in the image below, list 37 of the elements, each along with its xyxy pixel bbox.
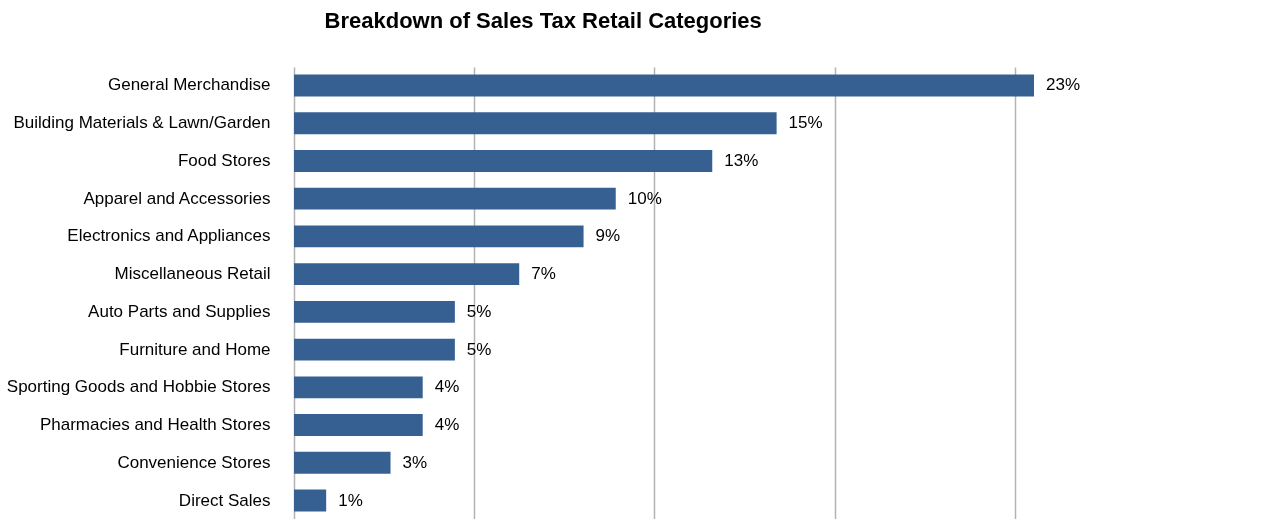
y-tick-label: Pharmacies and Health Stores — [39, 415, 271, 435]
bar — [294, 225, 584, 248]
y-tick-label: General Merchandise — [107, 75, 271, 95]
data-label: 4% — [434, 415, 460, 435]
data-label: 10% — [627, 188, 662, 208]
data-label: 23% — [1046, 75, 1081, 95]
y-tick-label: Convenience Stores — [117, 452, 271, 472]
chart-title: Breakdown of Sales Tax Retail Categories — [324, 8, 762, 33]
data-label: 5% — [466, 339, 492, 359]
bar — [294, 263, 520, 286]
bar — [294, 187, 616, 210]
bar — [294, 338, 455, 361]
y-tick-label: Electronics and Appliances — [67, 226, 271, 246]
data-label: 5% — [466, 301, 492, 321]
bar — [294, 300, 455, 323]
bar — [294, 414, 423, 436]
y-tick-label: Auto Parts and Supplies — [88, 301, 271, 321]
data-label: 1% — [338, 490, 363, 510]
bar — [294, 376, 423, 399]
y-tick-label: Food Stores — [177, 150, 271, 170]
data-label: 3% — [402, 452, 428, 472]
data-label: 13% — [724, 150, 759, 170]
y-tick-label: Direct Sales — [178, 490, 271, 510]
bar — [294, 489, 327, 512]
y-tick-label: Sporting Goods and Hobbie Stores — [6, 377, 271, 397]
data-label: 7% — [531, 264, 556, 284]
y-tick-label: Furniture and Home — [119, 339, 271, 359]
y-tick-label: Miscellaneous Retail — [114, 264, 271, 284]
data-label: 9% — [595, 226, 621, 246]
data-label: 15% — [788, 113, 823, 133]
data-label: 4% — [434, 377, 460, 397]
bar — [294, 74, 1034, 97]
bar — [294, 112, 777, 135]
y-tick-label: Building Materials & Lawn/Garden — [13, 113, 271, 133]
y-tick-label: Apparel and Accessories — [83, 188, 271, 208]
bar — [294, 150, 713, 172]
bar — [294, 451, 391, 474]
